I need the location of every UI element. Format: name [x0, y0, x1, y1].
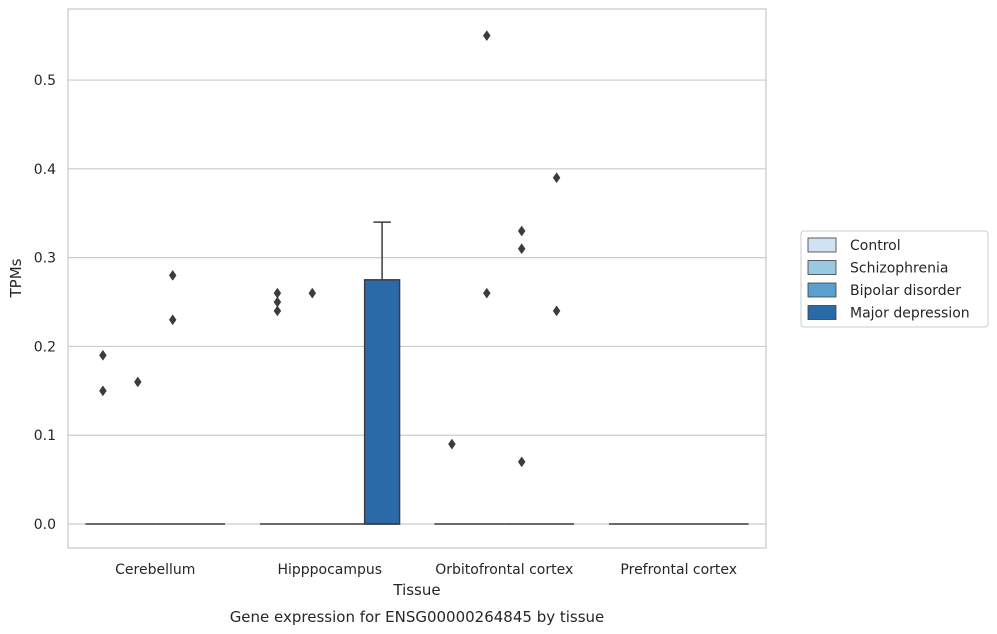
outlier-point [552, 172, 561, 184]
boxes [85, 221, 749, 525]
outlier-point [168, 314, 177, 326]
outlier-point [168, 269, 177, 281]
legend-label: Major depression [850, 306, 970, 322]
x-tick-label: Prefrontal cortex [620, 562, 737, 578]
y-tick-label: 0.0 [34, 517, 56, 533]
legend-label: Control [850, 238, 901, 254]
legend-swatch [807, 305, 837, 320]
outlier-point [99, 349, 107, 361]
y-tick-label: 0.4 [34, 162, 56, 178]
outlier-point [308, 287, 317, 299]
y-tick-label: 0.3 [34, 251, 56, 267]
legend-swatch [807, 260, 837, 275]
y-tick-label: 0.2 [34, 339, 56, 355]
legend-label: Schizophrenia [850, 261, 948, 277]
y-axis-title: TPMs [7, 258, 25, 298]
outlier-point [99, 385, 107, 397]
y-tick-label: 0.1 [34, 428, 56, 444]
x-tick-label: Orbitofrontal cortex [435, 562, 573, 578]
outlier-point [273, 305, 282, 317]
legend: Control Schizophrenia Bipolar disorder Majo… [800, 230, 989, 328]
legend-frame [800, 230, 989, 328]
outlier-point [482, 287, 491, 299]
outlier-point [133, 376, 142, 388]
x-tick-label: Cerebellum [115, 562, 195, 578]
legend-items: Control Schizophrenia Bipolar disorder Majo… [807, 237, 970, 322]
outlier-points [99, 30, 561, 468]
outlier-point [482, 30, 491, 42]
y-tick-label: 0.5 [34, 73, 56, 89]
box [363, 279, 401, 525]
x-axis-title: Tissue [392, 581, 440, 599]
outlier-point [448, 438, 456, 450]
y-axis-ticks: 0.0 0.1 0.2 0.3 0.4 0.5 [34, 73, 56, 533]
chart-caption: Gene expression for ENSG00000264845 by t… [230, 608, 605, 626]
plot-frame [67, 8, 767, 549]
outlier-point [552, 305, 561, 317]
outlier-point [517, 243, 526, 255]
legend-swatch [807, 282, 837, 298]
outlier-point [517, 456, 526, 468]
outlier-point [517, 225, 526, 237]
legend-swatch [807, 237, 837, 253]
x-axis-ticks: Cerebellum Hipppocampus Orbitofrontal cort… [115, 562, 737, 578]
legend-label: Bipolar disorder [850, 283, 961, 299]
x-tick-label: Hipppocampus [277, 562, 382, 578]
